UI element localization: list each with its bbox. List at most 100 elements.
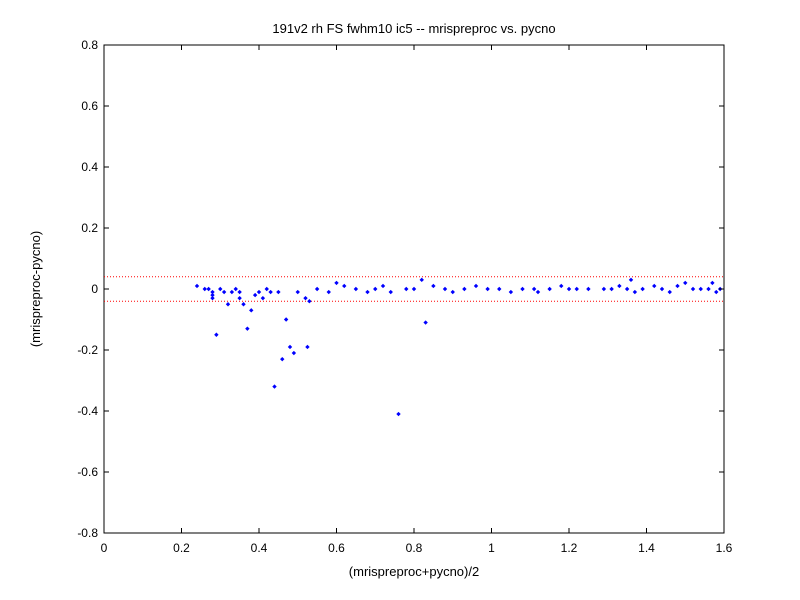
x-tick-label: 1.6 (716, 541, 733, 555)
data-point (520, 286, 525, 292)
x-tick-label: 0.8 (406, 541, 423, 555)
data-point (249, 308, 254, 313)
data-point (305, 344, 310, 350)
data-point (206, 286, 211, 292)
x-tick-labels: 0 0.2 0.4 0.6 0.8 1 1.2 1.4 1.6 (101, 541, 733, 555)
data-point (419, 277, 424, 283)
y-tick-label: 0.8 (81, 38, 98, 52)
y-axis-title: (mrispreproc-pycno) (28, 231, 43, 347)
data-point (547, 286, 552, 292)
data-point (221, 289, 227, 295)
data-point (326, 289, 331, 295)
data-point (714, 289, 719, 295)
data-point (252, 292, 258, 298)
x-tick-label: 0 (101, 541, 108, 555)
data-point (264, 286, 269, 292)
y-tick-labels: -0.8 -0.6 -0.4 -0.2 0 0.2 0.4 0.6 0.8 (77, 38, 98, 540)
data-point (237, 295, 242, 301)
data-point (601, 286, 607, 292)
data-point (272, 384, 277, 389)
x-tick-label: 0.4 (251, 541, 268, 555)
data-point (280, 356, 285, 362)
y-tick-label: 0.6 (81, 99, 98, 113)
y-tick-label: 0.4 (81, 160, 98, 174)
y-tick-label: 0 (91, 282, 98, 296)
data-point (450, 289, 455, 295)
x-axis-title: (mrispreproc+pycno)/2 (349, 564, 479, 579)
data-point (303, 295, 308, 301)
data-point (233, 286, 238, 292)
data-point (245, 326, 250, 331)
data-point (632, 289, 638, 295)
data-point (659, 286, 665, 292)
data-point (667, 289, 672, 295)
data-point (237, 289, 242, 295)
data-point (609, 286, 614, 292)
data-point (295, 289, 300, 295)
y-tick-label: -0.8 (77, 526, 98, 540)
data-point (373, 286, 378, 292)
chart-title: 191v2 rh FS fwhm10 ic5 -- mrispreproc vs… (272, 21, 555, 36)
data-point (388, 289, 393, 295)
data-point (353, 286, 359, 292)
data-point (307, 299, 312, 304)
x-tick-label: 0.2 (173, 541, 190, 555)
data-point (710, 280, 715, 286)
data-point (229, 289, 235, 295)
data-point (624, 286, 630, 292)
data-point (574, 286, 579, 292)
data-point (260, 295, 266, 301)
data-point (706, 286, 711, 292)
data-point (640, 286, 645, 292)
axis-ticks (103, 44, 725, 534)
data-point (586, 286, 591, 292)
data-point (241, 302, 246, 307)
data-point (559, 283, 564, 289)
data-point (497, 286, 502, 292)
y-tick-label: 0.2 (81, 221, 98, 235)
data-point (431, 283, 436, 289)
data-point (380, 283, 386, 289)
data-point (214, 332, 219, 337)
data-point (283, 317, 289, 322)
y-tick-label: -0.4 (77, 404, 98, 418)
data-point (473, 283, 479, 289)
y-tick-label: -0.2 (77, 343, 98, 357)
data-point (334, 280, 339, 286)
data-point (314, 286, 320, 292)
data-point (675, 283, 680, 289)
data-point (256, 289, 262, 295)
data-point (276, 289, 281, 295)
data-point (628, 277, 634, 283)
reference-lines (104, 276, 724, 302)
x-tick-label: 1.2 (561, 541, 578, 555)
data-point (210, 292, 215, 298)
data-points (194, 277, 723, 417)
data-point (218, 286, 223, 292)
data-point (194, 283, 200, 289)
data-point (210, 289, 215, 295)
data-point (690, 286, 696, 292)
x-tick-label: 0.6 (328, 541, 345, 555)
data-point (423, 320, 428, 325)
data-point (268, 289, 273, 295)
data-point (566, 286, 572, 292)
data-point (202, 286, 207, 292)
x-tick-label: 1.4 (638, 541, 655, 555)
data-point (698, 286, 703, 292)
x-tick-label: 1 (488, 541, 495, 555)
data-point (508, 289, 514, 295)
data-point (485, 286, 490, 292)
data-point (411, 286, 417, 292)
data-point (396, 411, 401, 417)
y-tick-label: -0.6 (77, 465, 98, 479)
data-point (287, 344, 293, 350)
data-point (210, 295, 215, 301)
data-point (462, 286, 467, 292)
data-point (531, 286, 537, 292)
data-point (365, 289, 370, 295)
data-point (535, 289, 541, 295)
data-point (291, 350, 297, 356)
data-point (225, 302, 231, 307)
